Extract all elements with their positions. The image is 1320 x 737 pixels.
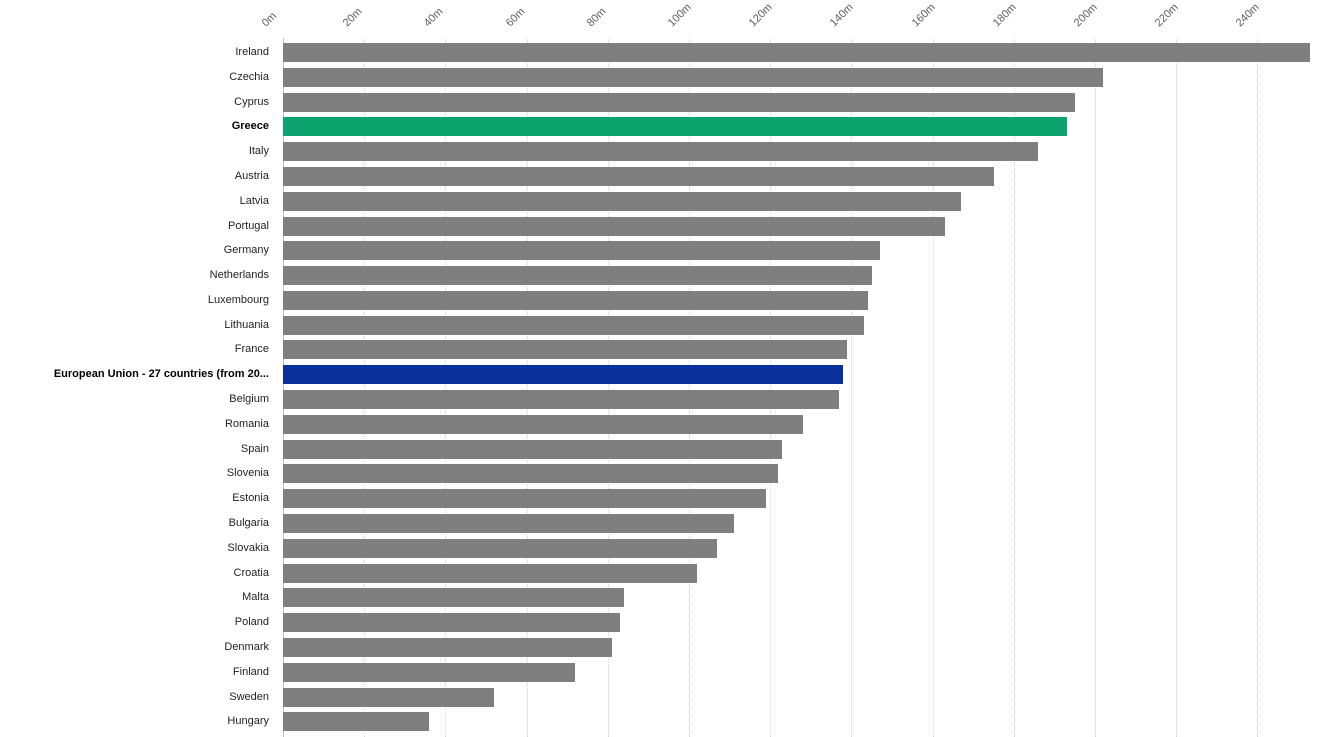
category-label: Malta bbox=[242, 591, 269, 604]
bar[interactable] bbox=[283, 563, 698, 583]
gridline bbox=[770, 38, 772, 737]
bar[interactable] bbox=[283, 414, 803, 434]
category-label: Cyprus bbox=[234, 95, 269, 108]
bar[interactable] bbox=[283, 290, 868, 310]
bar[interactable] bbox=[283, 92, 1075, 112]
category-label: Netherlands bbox=[209, 269, 269, 282]
gridline bbox=[364, 38, 366, 737]
category-label: Italy bbox=[248, 145, 269, 158]
category-label: Lithuania bbox=[224, 318, 269, 331]
x-axis-tick-label: 200m bbox=[1071, 1, 1100, 30]
bar[interactable] bbox=[283, 241, 880, 261]
bar[interactable] bbox=[283, 588, 625, 608]
category-label: Romania bbox=[224, 417, 269, 430]
bar[interactable] bbox=[283, 390, 840, 410]
bar[interactable] bbox=[283, 365, 844, 385]
bar[interactable] bbox=[283, 489, 767, 509]
bar[interactable] bbox=[283, 142, 1039, 162]
category-label: Greece bbox=[231, 120, 269, 133]
bar[interactable] bbox=[283, 687, 495, 707]
bar[interactable] bbox=[283, 514, 734, 533]
bar[interactable] bbox=[283, 67, 1104, 87]
category-label: Portugal bbox=[228, 219, 269, 232]
category-label: Latvia bbox=[239, 194, 269, 207]
bar[interactable] bbox=[283, 662, 576, 682]
category-label: Hungary bbox=[227, 715, 269, 728]
gridline bbox=[689, 38, 690, 737]
x-axis-tick-label: 140m bbox=[828, 1, 857, 30]
category-label: Denmark bbox=[224, 640, 269, 653]
gridline bbox=[607, 38, 609, 737]
x-axis-tick-label: 220m bbox=[1152, 1, 1181, 30]
bar[interactable] bbox=[283, 266, 872, 286]
category-label: Finland bbox=[232, 665, 269, 678]
category-label: Poland bbox=[234, 616, 269, 629]
bar[interactable] bbox=[283, 117, 1067, 137]
gridline bbox=[851, 38, 853, 737]
bar[interactable] bbox=[283, 340, 848, 360]
x-axis-tick-label: 40m bbox=[422, 5, 446, 30]
x-axis-tick-label: 100m bbox=[665, 1, 694, 30]
y-axis-line bbox=[283, 38, 284, 737]
bar[interactable] bbox=[283, 464, 779, 484]
x-axis-tick-label: 120m bbox=[746, 1, 775, 30]
category-label: Ireland bbox=[235, 46, 269, 58]
category-label: European Union - 27 countries (from 20..… bbox=[53, 368, 269, 381]
category-label: Slovakia bbox=[227, 541, 269, 554]
x-axis-tick-label: 240m bbox=[1234, 1, 1263, 30]
x-axis-tick-label: 0m bbox=[259, 10, 280, 30]
bar[interactable] bbox=[283, 43, 1311, 62]
category-label: Slovenia bbox=[226, 467, 269, 480]
category-label: Croatia bbox=[233, 566, 269, 579]
gridline bbox=[1095, 38, 1096, 737]
category-label: Luxembourg bbox=[207, 293, 269, 306]
bar[interactable] bbox=[283, 712, 430, 732]
x-axis-tick-label: 80m bbox=[584, 5, 609, 30]
category-label: France bbox=[234, 343, 269, 356]
bar[interactable] bbox=[283, 637, 612, 657]
gridline bbox=[932, 38, 934, 737]
x-axis-tick-label: 60m bbox=[503, 5, 528, 30]
bar[interactable] bbox=[283, 538, 718, 558]
bar[interactable] bbox=[283, 191, 962, 211]
bar[interactable] bbox=[283, 613, 620, 633]
gridline bbox=[526, 38, 528, 737]
category-label: Bulgaria bbox=[228, 517, 269, 529]
gridline bbox=[1013, 38, 1015, 737]
category-label: Germany bbox=[223, 244, 269, 257]
category-label: Spain bbox=[240, 442, 269, 455]
x-axis-tick-label: 160m bbox=[909, 1, 938, 30]
bar[interactable] bbox=[283, 315, 864, 335]
bar[interactable] bbox=[283, 439, 783, 459]
x-axis-tick-label: 180m bbox=[990, 1, 1019, 30]
gridline bbox=[445, 38, 447, 737]
category-label: Sweden bbox=[229, 690, 269, 703]
gridline bbox=[1176, 38, 1178, 737]
bar[interactable] bbox=[283, 166, 994, 186]
x-axis-tick-label: 20m bbox=[340, 5, 365, 30]
category-label: Austria bbox=[234, 169, 269, 182]
category-label: Czechia bbox=[229, 70, 269, 83]
bar[interactable] bbox=[283, 216, 945, 236]
category-label: Belgium bbox=[229, 393, 269, 406]
gridline bbox=[1257, 38, 1259, 737]
category-label: Estonia bbox=[232, 492, 269, 505]
